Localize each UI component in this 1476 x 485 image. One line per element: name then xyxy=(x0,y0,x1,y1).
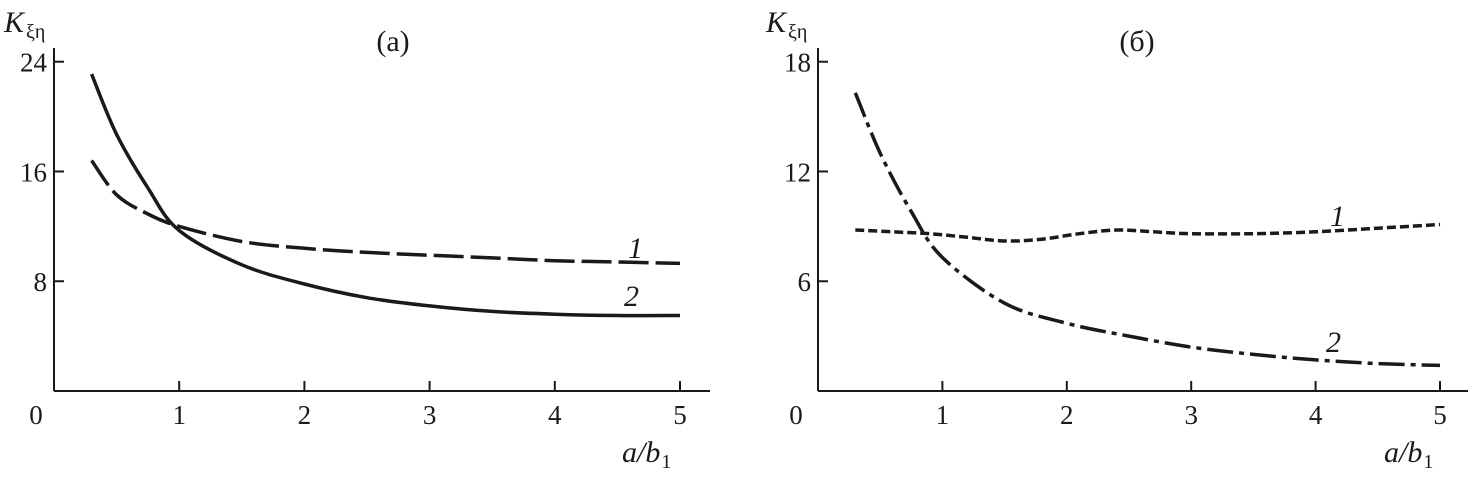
series-label-2: 2 xyxy=(624,280,639,313)
y-tick-label: 12 xyxy=(784,157,811,187)
panel-title: (а) xyxy=(376,25,409,58)
y-tick-label: 24 xyxy=(20,48,48,78)
series-label-1: 1 xyxy=(628,232,643,265)
series-label-1: 1 xyxy=(1330,200,1345,233)
x-tick-label: 0 xyxy=(789,400,803,430)
series-line-2 xyxy=(853,92,1441,368)
series-line-1 xyxy=(90,159,681,266)
chart-panel-1: 0 1 2 3 4 5 8 16 24 (а) K ξη a/b1 1 2 xyxy=(3,6,710,473)
series-line-2 xyxy=(89,73,681,318)
x-tick-label: 4 xyxy=(548,400,562,430)
series-label-2: 2 xyxy=(1326,326,1341,359)
x-tick-label: 5 xyxy=(673,400,687,430)
x-axis-label: a/b1 xyxy=(622,436,671,473)
x-tick-label: 2 xyxy=(1060,400,1074,430)
y-tick-label: 18 xyxy=(784,48,811,78)
x-tick-label: 3 xyxy=(423,400,437,430)
x-tick-label: 5 xyxy=(1433,400,1447,430)
x-axis-label: a/b1 xyxy=(1384,436,1433,473)
y-tick-label: 8 xyxy=(34,267,48,297)
series-line-1 xyxy=(855,222,1441,243)
panel-title: (б) xyxy=(1119,25,1154,58)
x-tick-label: 1 xyxy=(936,400,950,430)
x-tick-label: 4 xyxy=(1309,400,1323,430)
x-tick-label: 1 xyxy=(172,400,186,430)
x-tick-label: 0 xyxy=(29,400,43,430)
y-tick-label: 16 xyxy=(20,157,47,187)
x-tick-label: 2 xyxy=(298,400,312,430)
y-tick-label: 6 xyxy=(798,267,812,297)
x-tick-label: 3 xyxy=(1184,400,1198,430)
